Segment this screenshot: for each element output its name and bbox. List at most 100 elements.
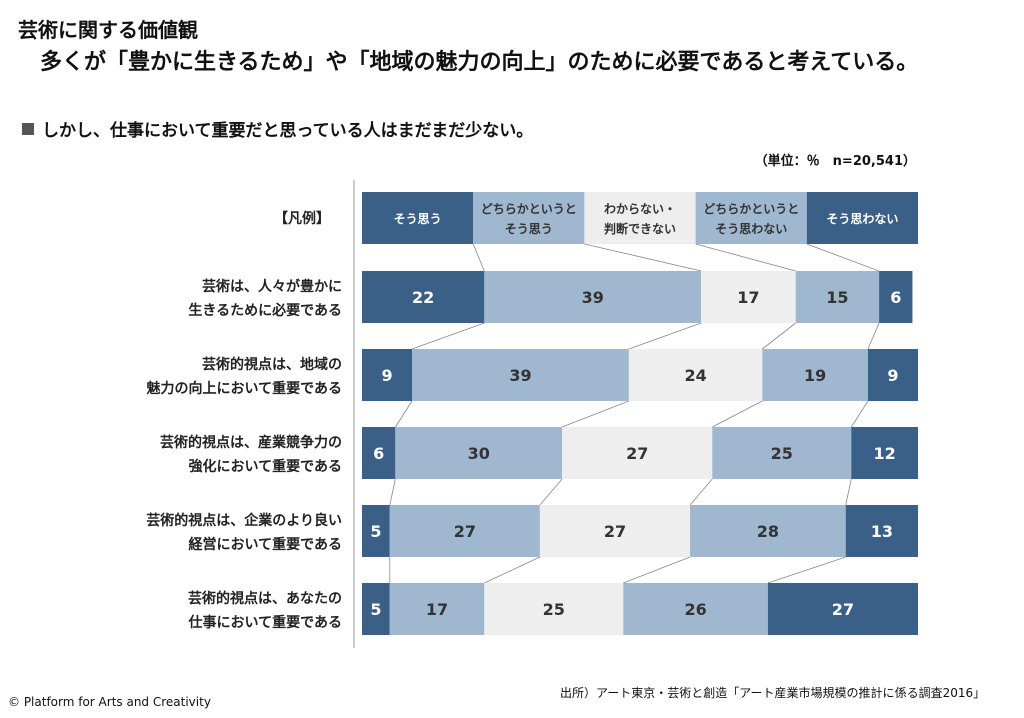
data-label: 25 [543, 600, 565, 619]
page-headline: 多くが「豊かに生きるため」や「地域の魅力の向上」のために必要であると考えている。 [40, 50, 919, 75]
legend-swatch [806, 192, 918, 244]
category-label: 魅力の向上において重要である [147, 380, 342, 397]
data-label: 24 [684, 366, 706, 385]
connector-line [562, 400, 630, 428]
category-label: 芸術は、人々が豊かに [202, 278, 342, 295]
connector-line [395, 400, 413, 428]
connector-line [472, 243, 485, 272]
legend-label: わからない・ [604, 202, 676, 216]
legend-label: そう思わない [715, 222, 787, 236]
connector-line [584, 243, 702, 272]
data-label: 39 [582, 288, 604, 307]
connector-line [850, 400, 869, 428]
bar-segment [389, 583, 485, 635]
bar-segment [701, 271, 796, 323]
legend-label: そう思う [394, 212, 442, 226]
legend-label: どちらかというと [481, 202, 577, 216]
data-label: 17 [426, 600, 448, 619]
connector-line [867, 322, 880, 350]
connector-line [623, 556, 691, 584]
legend-label: どちらかというと [703, 202, 799, 216]
data-label: 12 [874, 444, 896, 463]
legend-label: そう思わない [826, 212, 898, 226]
connector-line [845, 478, 852, 506]
category-label: 生きるために必要である [188, 302, 342, 319]
bar-segment [879, 271, 913, 323]
bar-segment [389, 505, 540, 557]
legend-swatch [584, 192, 696, 244]
page-title: 芸術に関する価値観 [18, 18, 198, 42]
data-label: 9 [887, 366, 898, 385]
data-label: 26 [684, 600, 706, 619]
connector-line [689, 478, 713, 506]
category-label: 強化において重要である [189, 458, 342, 475]
data-label: 6 [890, 288, 901, 307]
subtitle: しかし、仕事において重要だと思っている人はまだまだ少ない。 [22, 116, 533, 141]
data-label: 13 [871, 522, 893, 541]
bar-segment [362, 271, 485, 323]
data-label: 9 [381, 366, 392, 385]
data-label: 27 [832, 600, 854, 619]
data-label: 27 [604, 522, 626, 541]
data-label: 5 [370, 522, 381, 541]
data-label: 17 [737, 288, 759, 307]
connector-line [484, 556, 541, 584]
legend-swatch [473, 192, 585, 244]
connector-line [767, 556, 846, 584]
connector-line [712, 400, 763, 428]
source-note: 出所）アート東京・芸術と創造「アート産業市場規模の推計に係る調査2016」 [560, 686, 986, 700]
bar-segment [851, 427, 918, 479]
bar-segment [712, 427, 852, 479]
connector-line [411, 322, 485, 350]
category-label: 仕事において重要である [188, 614, 342, 631]
bar-segment [362, 505, 390, 557]
data-label: 27 [626, 444, 648, 463]
category-label: 芸術的視点は、産業競争力の [160, 434, 342, 451]
category-label: 芸術的視点は、地域の [202, 356, 342, 373]
data-label: 15 [826, 288, 848, 307]
data-label: 28 [757, 522, 779, 541]
category-label: 経営において重要である [189, 536, 342, 553]
connector-line [762, 322, 796, 350]
connector-line [628, 322, 702, 350]
legend-label: 判断できない [604, 221, 676, 236]
connector-line [539, 478, 563, 506]
bar-segment [795, 271, 880, 323]
legend-swatch [695, 192, 807, 244]
unit-note: （単位：％ n=20,541） [754, 154, 916, 169]
bar-segment [484, 583, 624, 635]
legend-swatch [362, 192, 474, 244]
legend-label: そう思う [505, 222, 553, 236]
data-label: 25 [771, 444, 793, 463]
data-label: 39 [509, 366, 531, 385]
category-label: 芸術的視点は、あなたの [188, 590, 342, 607]
bar-segment [484, 271, 702, 323]
legend-title: 【凡例】 [274, 210, 330, 227]
data-label: 6 [373, 444, 384, 463]
bar-segment [867, 349, 918, 401]
connector-line [806, 243, 880, 272]
bar-segment [412, 349, 629, 401]
bar-segment [767, 583, 918, 635]
bar-segment [623, 583, 768, 635]
category-label: 芸術的視点は、企業のより良い [146, 512, 342, 529]
bar-segment [628, 349, 763, 401]
connector-line [389, 478, 396, 506]
data-label: 30 [468, 444, 490, 463]
data-label: 5 [370, 600, 381, 619]
bar-segment [362, 583, 390, 635]
data-label: 27 [454, 522, 476, 541]
bar-segment [845, 505, 918, 557]
bar-segment [562, 427, 713, 479]
bar-segment [539, 505, 691, 557]
subtitle-text: しかし、仕事において重要だと思っている人はまだまだ少ない。 [42, 121, 534, 141]
square-bullet-icon [22, 122, 34, 135]
data-label: 22 [412, 288, 434, 307]
bar-segment [690, 505, 846, 557]
data-label: 19 [804, 366, 826, 385]
bar-segment [362, 349, 413, 401]
bar-segment [762, 349, 868, 401]
bar-segment [395, 427, 563, 479]
copyright: © Platform for Arts and Creativity [8, 695, 211, 709]
